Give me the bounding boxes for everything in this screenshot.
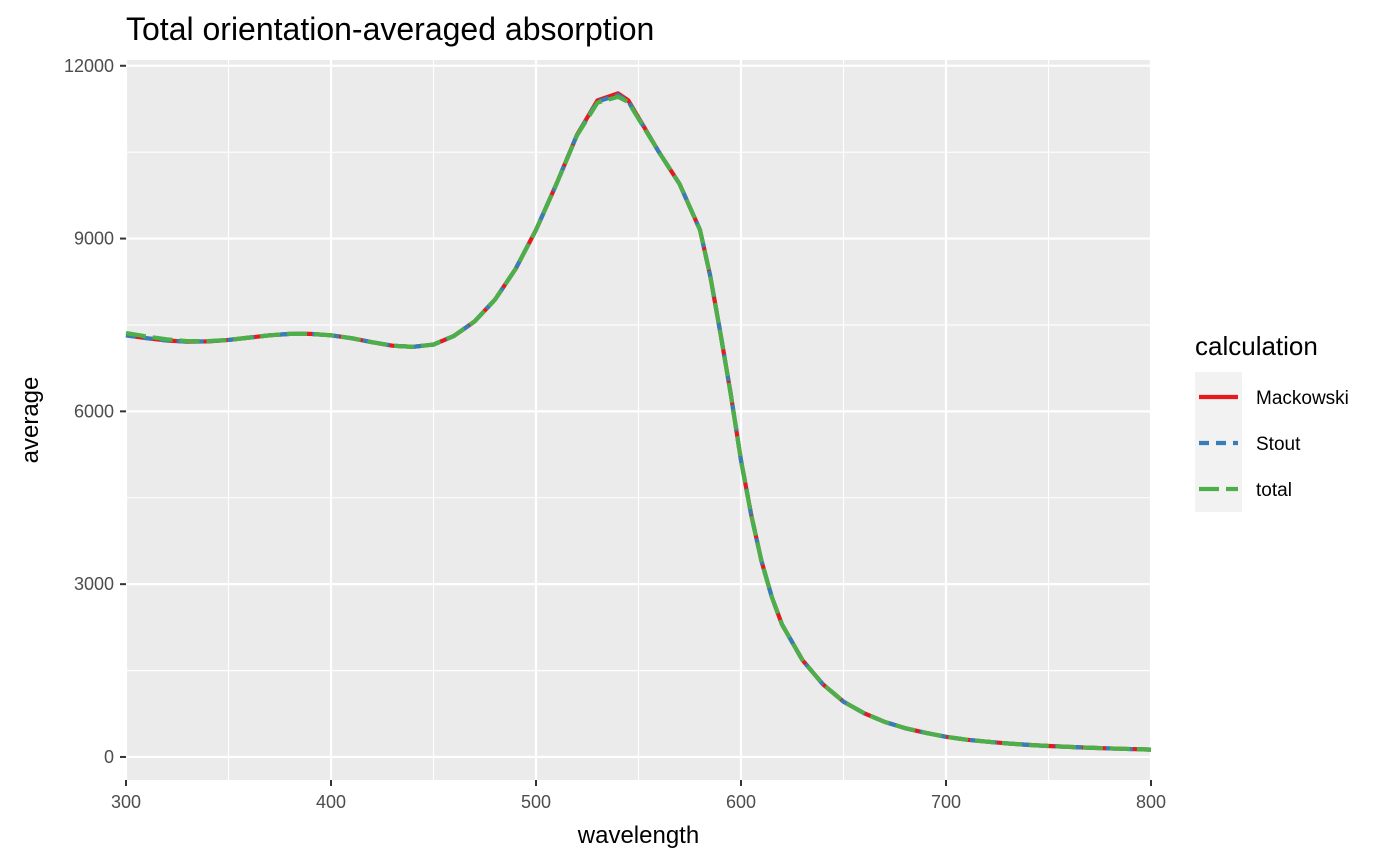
y-axis-title: average <box>17 377 44 464</box>
legend-items: Mackowski Stout total <box>1199 388 1349 501</box>
x-tick-label: 800 <box>1136 792 1166 812</box>
y-tick-label: 6000 <box>74 401 114 421</box>
x-tick-label: 700 <box>931 792 961 812</box>
legend-label-stout: Stout <box>1256 434 1301 455</box>
y-tick-label: 12000 <box>64 56 114 76</box>
x-axis-title: wavelength <box>577 822 699 849</box>
x-tick-label: 300 <box>111 792 141 812</box>
grid-lines <box>124 60 1153 780</box>
x-tick-label: 500 <box>521 792 551 812</box>
x-tick-label: 400 <box>316 792 346 812</box>
legend-label-mackowski: Mackowski <box>1256 388 1349 409</box>
x-tick-label: 600 <box>726 792 756 812</box>
y-tick-label: 0 <box>104 747 114 767</box>
series-lines <box>125 91 1152 752</box>
y-tick-label: 9000 <box>74 229 114 249</box>
chart-title: Total orientation-averaged absorption <box>126 11 654 47</box>
legend-label-total: total <box>1256 480 1292 501</box>
legend-title: calculation <box>1195 331 1318 361</box>
legend: calculation Mackowski Stout total <box>1195 331 1349 512</box>
axes: 300 400 500 600 700 800 0 3000 6000 9000 12000 <box>64 56 1166 812</box>
y-tick-label: 3000 <box>74 574 114 594</box>
series-line-total <box>125 94 1152 752</box>
